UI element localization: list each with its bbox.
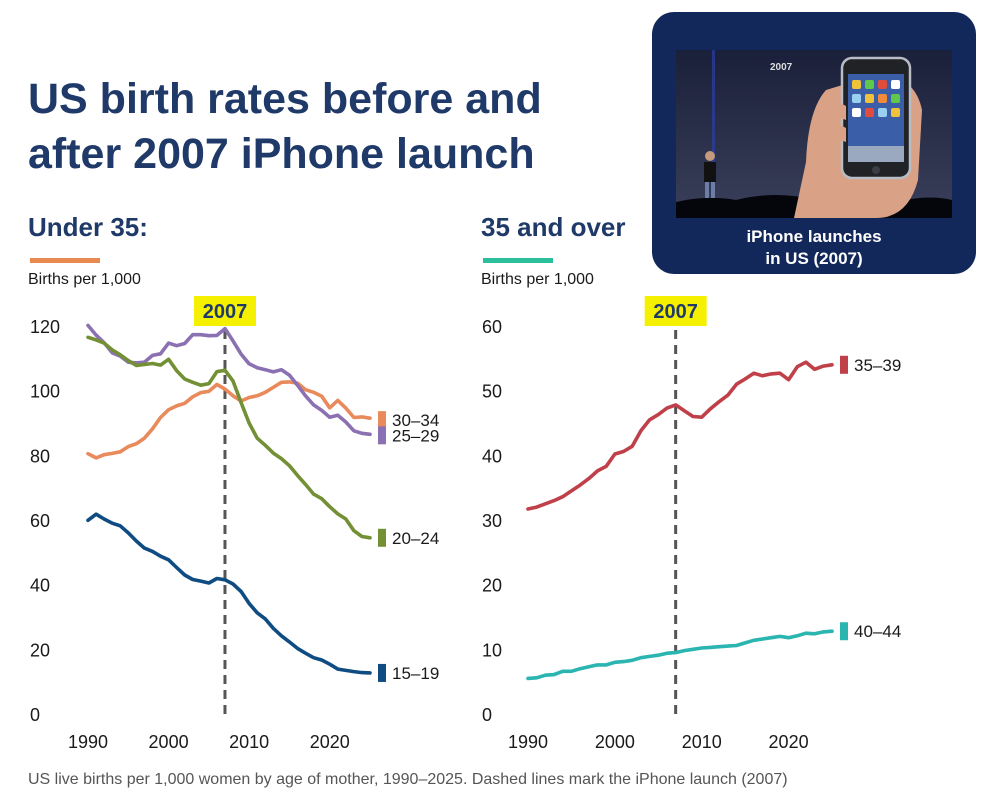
right-y-tick-20: 20 — [482, 576, 502, 596]
chart-footnote: US live births per 1,000 women by age of… — [28, 771, 788, 788]
photo-year-text: 2007 — [770, 62, 793, 73]
left-y-tick-120: 120 — [30, 317, 60, 337]
right-y-tick-60: 60 — [482, 317, 502, 337]
right-y-tick-30: 30 — [482, 511, 502, 531]
left-series-line-15-19 — [86, 512, 372, 675]
right-panel-heading: 35 and over — [481, 212, 626, 242]
right-y-tick-40: 40 — [482, 446, 502, 466]
left-series-line-30-34 — [86, 380, 372, 460]
left-y-tick-80: 80 — [30, 446, 50, 466]
left-y-tick-40: 40 — [30, 576, 50, 596]
right-panel-accent-bar — [483, 258, 553, 263]
left-legend-swatch-30-34 — [378, 411, 386, 430]
left-y-tick-20: 20 — [30, 640, 50, 660]
iphone-launch-inset: 2007 iPhone launches in US (2007) — [652, 12, 976, 274]
presenter-figure — [704, 151, 716, 198]
left-x-tick-2020: 2020 — [310, 732, 350, 752]
right-marker-year-tag: 2007 — [644, 296, 707, 326]
left-series-label-30-34: 30–34 — [392, 411, 439, 430]
left-y-tick-100: 100 — [30, 382, 60, 402]
right-legend-swatch-40-44 — [840, 622, 848, 641]
left-legend-swatch-20-24 — [378, 528, 386, 547]
left-line-chart: 0 20 40 60 80 100 120 1990 2000 2010 2020 2007 30–34… — [30, 296, 439, 752]
right-line-chart: 0 10 20 30 40 50 60 1990 2000 2010 2020 2007 35–39 40… — [482, 296, 901, 752]
right-legend-swatch-35-39 — [840, 355, 848, 374]
left-marker-year-tag: 2007 — [193, 296, 256, 326]
left-x-tick-2010: 2010 — [229, 732, 269, 752]
title-line-2: after 2007 iPhone launch — [28, 130, 535, 178]
left-series-line-20-24 — [86, 335, 372, 540]
right-marker-year-label: 2007 — [653, 301, 698, 323]
right-y-tick-0: 0 — [482, 705, 492, 725]
right-series-line-40-44 — [526, 629, 834, 681]
launch-stage-illustration — [676, 50, 952, 218]
left-y-tick-0: 0 — [30, 705, 40, 725]
page-title: US birth rates before and after 2007 iPh… — [28, 72, 628, 182]
left-marker-year-highlight — [193, 296, 256, 326]
left-series-label-15-19: 15–19 — [392, 664, 439, 683]
left-panel-heading: Under 35: — [28, 212, 148, 242]
left-series-label-20-24: 20–24 — [392, 529, 439, 548]
hand-holding-phone — [794, 56, 922, 218]
right-y-tick-10: 10 — [482, 640, 502, 660]
iphone-launch-photo: 2007 — [676, 50, 952, 218]
left-y-tick-60: 60 — [30, 511, 50, 531]
left-panel-unit-label: Births per 1,000 — [28, 271, 141, 288]
right-x-tick-2010: 2010 — [682, 732, 722, 752]
left-x-tick-1990: 1990 — [68, 732, 108, 752]
left-legend-swatch-15-19 — [378, 663, 386, 682]
inset-caption-line-2: in US (2007) — [765, 249, 863, 268]
inset-caption-line-1: iPhone launches — [746, 227, 882, 246]
inset-caption: iPhone launches in US (2007) — [652, 226, 976, 270]
left-x-tick-2000: 2000 — [149, 732, 189, 752]
right-series-label-40-44: 40–44 — [854, 622, 901, 641]
right-series-label-35-39: 35–39 — [854, 356, 901, 375]
left-legend-swatch-25-29 — [378, 426, 386, 445]
left-marker-year-label: 2007 — [203, 301, 248, 323]
right-panel-unit-label: Births per 1,000 — [481, 271, 594, 288]
title-line-1: US birth rates before and — [28, 75, 542, 123]
right-series-line-35-39 — [526, 360, 834, 511]
left-series-label-25-29: 25–29 — [392, 426, 439, 445]
left-panel-accent-bar — [30, 258, 100, 263]
right-x-tick-2000: 2000 — [595, 732, 635, 752]
right-y-tick-50: 50 — [482, 382, 502, 402]
right-marker-year-highlight — [644, 296, 707, 326]
right-x-tick-1990: 1990 — [508, 732, 548, 752]
right-x-tick-2020: 2020 — [769, 732, 809, 752]
left-series-line-25-29 — [86, 323, 372, 437]
